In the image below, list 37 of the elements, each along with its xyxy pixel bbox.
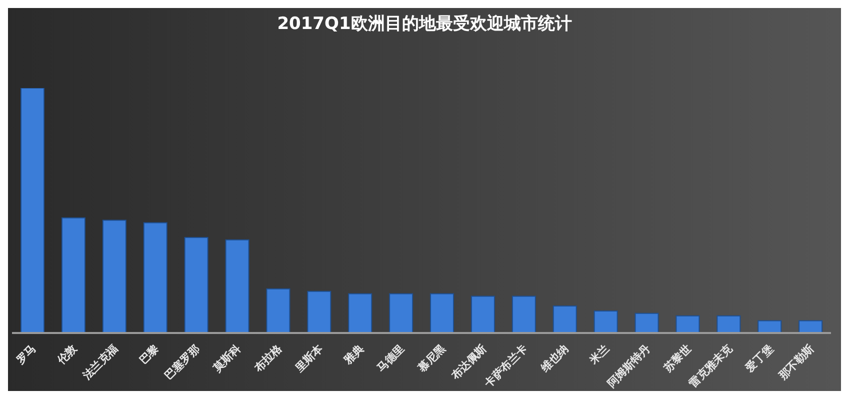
- x-tick-label: 法兰克福: [79, 342, 120, 383]
- bar: [266, 288, 290, 333]
- bar: [552, 306, 577, 333]
- x-tick-label: 马德里: [374, 342, 408, 374]
- x-tick-label: 莫斯科: [210, 342, 244, 376]
- x-tick-label: 里斯本: [292, 341, 326, 376]
- x-tick-label: 伦敦: [54, 341, 80, 368]
- bar: [676, 315, 700, 333]
- x-tick-label: 巴塞罗那: [162, 342, 202, 382]
- bar: [143, 222, 168, 333]
- x-tick-label: 那不勒斯: [776, 342, 817, 383]
- bar: [634, 312, 659, 333]
- bar: [102, 220, 126, 333]
- x-tick-label: 米兰: [586, 342, 612, 368]
- bar: [348, 293, 372, 333]
- x-tick-label: 布拉格: [251, 341, 286, 376]
- bar: [307, 290, 332, 333]
- bar: [20, 88, 45, 333]
- x-tick-label: 苏黎世: [660, 342, 694, 376]
- bar: [225, 239, 250, 333]
- bar: [716, 315, 741, 333]
- chart-title: 2017Q1欧洲目的地最受欢迎城市统计: [276, 13, 573, 35]
- x-tick-label: 雅典: [340, 342, 366, 368]
- x-tick-label: 罗马: [13, 342, 39, 368]
- bar: [61, 217, 86, 333]
- x-tick-label: 爱丁堡: [742, 342, 776, 376]
- x-tick-label: 慕尼黑: [414, 342, 448, 376]
- x-tick-label: 巴黎: [136, 342, 162, 367]
- bar: [758, 320, 782, 333]
- bar: [389, 293, 414, 333]
- bar: [470, 296, 495, 333]
- bar: [430, 293, 454, 333]
- x-tick-label: 维也纳: [538, 342, 571, 376]
- bar: [798, 320, 823, 333]
- bar: [184, 236, 208, 333]
- bar: [594, 310, 618, 333]
- bar: [512, 296, 536, 333]
